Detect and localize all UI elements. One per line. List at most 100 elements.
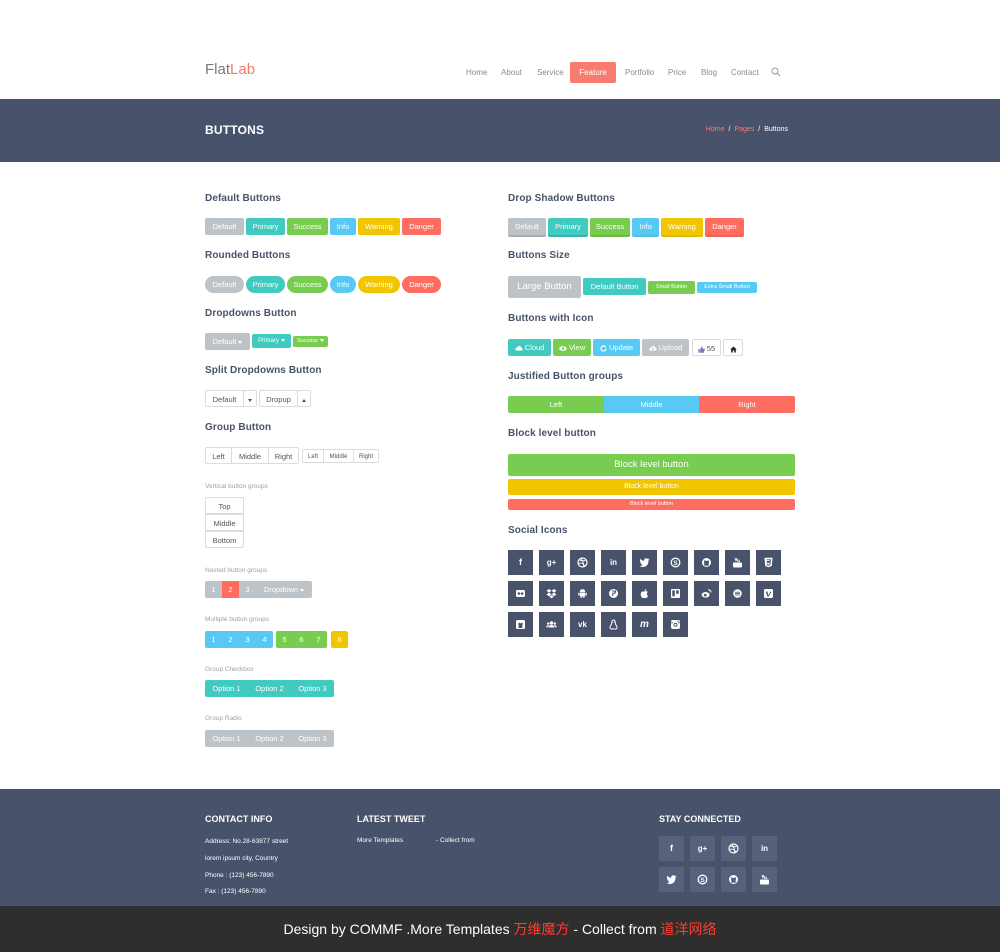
shadow-default-button[interactable]: Default — [508, 218, 546, 235]
footer-twitter-icon[interactable] — [659, 867, 684, 892]
split-dropup-toggle[interactable] — [297, 390, 311, 407]
vk-icon[interactable]: vk — [570, 612, 595, 637]
multi-button-1[interactable]: 1 — [205, 631, 222, 648]
multi-button-7[interactable]: 7 — [310, 631, 327, 648]
flickr-icon[interactable] — [508, 581, 533, 606]
block-level-small-button[interactable]: Block level button — [508, 499, 795, 510]
dropbox-icon[interactable] — [539, 581, 564, 606]
nav-price[interactable]: Price — [668, 68, 687, 77]
group-middle-button[interactable]: Middle — [231, 447, 269, 464]
youtube-icon[interactable] — [725, 550, 750, 575]
checkbox-option-1[interactable]: Option 1 — [205, 680, 248, 697]
extra-small-button[interactable]: Extra Small Button — [697, 282, 757, 293]
github-square-icon[interactable] — [508, 612, 533, 637]
twitter-icon[interactable] — [632, 550, 657, 575]
trello-icon[interactable] — [663, 581, 688, 606]
checkbox-option-2[interactable]: Option 2 — [248, 680, 291, 697]
multi-button-5[interactable]: 5 — [276, 631, 293, 648]
rounded-success-button[interactable]: Success — [287, 276, 328, 293]
default-size-button[interactable]: Default Button — [583, 278, 646, 295]
github-icon[interactable] — [694, 550, 719, 575]
justified-middle-button[interactable]: Middle — [604, 396, 699, 413]
search-icon[interactable] — [771, 67, 781, 77]
rounded-warning-button[interactable]: Warning — [358, 276, 400, 293]
radio-option-2[interactable]: Option 2 — [248, 730, 291, 747]
split-dropup-button[interactable]: Dropup — [259, 390, 298, 407]
nav-feature[interactable]: Feature — [570, 62, 616, 96]
linkedin-icon[interactable]: in — [601, 550, 626, 575]
multi-button-4[interactable]: 4 — [256, 631, 273, 648]
footer-youtube-icon[interactable] — [752, 867, 777, 892]
maxcdn-icon[interactable]: m — [632, 612, 657, 637]
nav-home[interactable]: Home — [466, 68, 488, 77]
default-dropdown-button[interactable]: Default — [205, 333, 250, 350]
nav-blog[interactable]: Blog — [701, 68, 718, 77]
nested-dropdown-button[interactable]: Dropdown — [256, 581, 312, 598]
vertical-bottom-button[interactable]: Bottom — [205, 531, 244, 548]
group-small-middle-button[interactable]: Middle — [323, 449, 354, 463]
logo[interactable]: FlatLab — [205, 61, 255, 78]
html5-icon[interactable] — [756, 550, 781, 575]
linux-icon[interactable] — [601, 612, 626, 637]
primary-dropdown-button[interactable]: Primary — [252, 334, 291, 348]
group-right-button[interactable]: Right — [268, 447, 299, 464]
footer-google-plus-icon[interactable]: g+ — [690, 836, 715, 861]
block-level-default-button[interactable]: Block level button — [508, 479, 795, 495]
info-button[interactable]: Info — [330, 218, 356, 235]
default-button[interactable]: Default — [205, 218, 244, 235]
vertical-top-button[interactable]: Top — [205, 497, 244, 514]
shadow-success-button[interactable]: Success — [590, 218, 630, 235]
shadow-danger-button[interactable]: Danger — [705, 218, 744, 235]
vimeo-icon[interactable] — [756, 581, 781, 606]
multi-button-6[interactable]: 6 — [293, 631, 310, 648]
breadcrumb-home[interactable]: Home — [705, 126, 725, 133]
dribbble-icon[interactable] — [570, 550, 595, 575]
tweet-more-templates-link[interactable]: More Templates — [357, 837, 404, 844]
breadcrumb-pages[interactable]: Pages — [734, 126, 755, 133]
instagram-icon[interactable] — [663, 612, 688, 637]
facebook-icon[interactable]: f — [508, 550, 533, 575]
success-button[interactable]: Success — [287, 218, 328, 235]
primary-button[interactable]: Primary — [246, 218, 285, 235]
nav-service[interactable]: Service — [537, 68, 564, 77]
large-button[interactable]: Large Button — [508, 276, 581, 298]
cloud-button[interactable]: Cloud — [508, 339, 551, 356]
justified-right-button[interactable]: Right — [699, 396, 795, 413]
android-icon[interactable] — [570, 581, 595, 606]
multi-button-3[interactable]: 3 — [239, 631, 256, 648]
view-button[interactable]: View — [553, 339, 591, 356]
shadow-primary-button[interactable]: Primary — [548, 218, 588, 235]
danger-button[interactable]: Danger — [402, 218, 441, 235]
footer-skype-icon[interactable]: S — [690, 867, 715, 892]
vertical-middle-button[interactable]: Middle — [205, 514, 244, 531]
nav-about[interactable]: About — [501, 68, 522, 77]
shadow-info-button[interactable]: Info — [632, 218, 659, 235]
justified-left-button[interactable]: Left — [508, 396, 604, 413]
rounded-default-button[interactable]: Default — [205, 276, 244, 293]
block-level-large-button[interactable]: Block level button — [508, 454, 795, 476]
nested-button-1[interactable]: 1 — [205, 581, 222, 598]
group-left-button[interactable]: Left — [205, 447, 232, 464]
split-default-button[interactable]: Default — [205, 390, 244, 407]
skype-icon[interactable]: S — [663, 550, 688, 575]
upload-button[interactable]: Upload — [642, 339, 689, 356]
multi-button-8[interactable]: 8 — [331, 631, 348, 648]
foursquare-icon[interactable] — [601, 581, 626, 606]
checkbox-option-3[interactable]: Option 3 — [291, 680, 334, 697]
group-small-right-button[interactable]: Right — [353, 449, 379, 463]
like-button[interactable]: 55 — [692, 339, 721, 356]
apple-icon[interactable] — [632, 581, 657, 606]
users-icon[interactable] — [539, 612, 564, 637]
credits-brand-link[interactable]: 万维魔方 — [513, 921, 570, 937]
rounded-danger-button[interactable]: Danger — [402, 276, 441, 293]
split-default-toggle[interactable] — [243, 390, 257, 407]
footer-facebook-icon[interactable]: f — [659, 836, 684, 861]
footer-linkedin-icon[interactable]: in — [752, 836, 777, 861]
google-plus-icon[interactable]: g+ — [539, 550, 564, 575]
nested-button-2[interactable]: 2 — [222, 581, 239, 598]
shadow-warning-button[interactable]: Warning — [661, 218, 703, 235]
radio-option-1[interactable]: Option 1 — [205, 730, 248, 747]
warning-button[interactable]: Warning — [358, 218, 400, 235]
radio-option-3[interactable]: Option 3 — [291, 730, 334, 747]
small-button[interactable]: Small Button — [648, 281, 695, 294]
